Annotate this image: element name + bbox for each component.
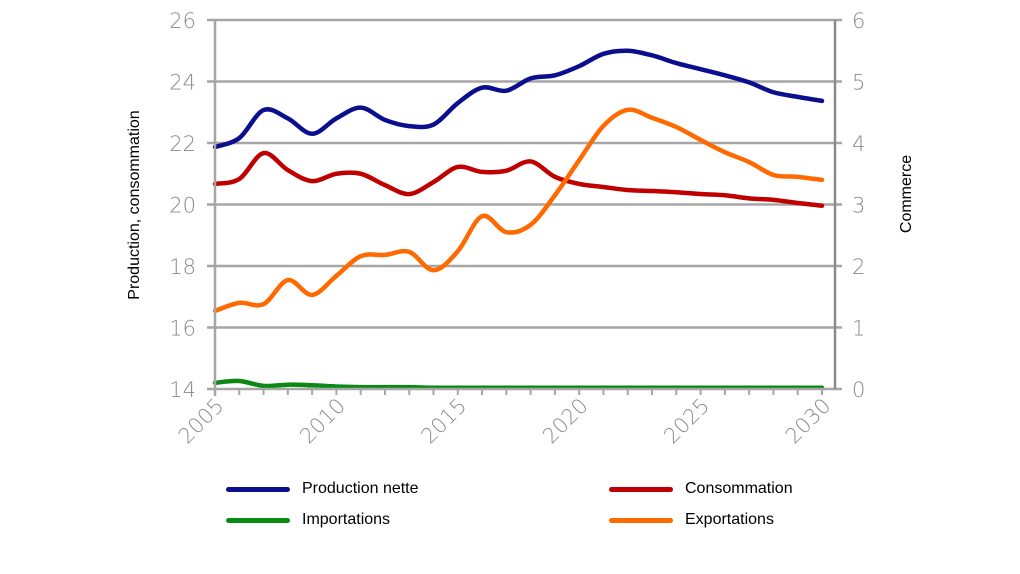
legend-label: Importations bbox=[302, 511, 391, 528]
y2-tick-label: 5 bbox=[852, 71, 865, 95]
y-tick-label: 20 bbox=[169, 194, 196, 218]
y-tick-label: 26 bbox=[169, 9, 196, 33]
series-line-consommation bbox=[212, 150, 825, 208]
y2-tick-label: 2 bbox=[852, 255, 865, 279]
x-tick-label: 2025 bbox=[659, 394, 714, 449]
legend-swatch bbox=[609, 517, 673, 523]
series-line-production-nette bbox=[212, 48, 825, 150]
legend-swatch bbox=[226, 517, 290, 523]
y-tick-label: 16 bbox=[169, 317, 196, 341]
y2-tick-label: 6 bbox=[852, 9, 865, 33]
y-axis-title-left: Production, consommation bbox=[126, 110, 143, 299]
series-line-importations bbox=[212, 378, 825, 391]
x-tick-label: 2010 bbox=[295, 394, 350, 449]
legend-label: Consommation bbox=[685, 480, 793, 497]
legend-item-importations: Importations bbox=[226, 511, 390, 529]
y-tick-label: 14 bbox=[169, 378, 196, 402]
legend-item-exportations: Exportations bbox=[609, 511, 774, 529]
y2-tick-label: 3 bbox=[852, 194, 865, 218]
legend-item-production-nette: Production nette bbox=[226, 480, 419, 498]
legend-label: Production nette bbox=[302, 480, 419, 497]
x-tick-label: 2030 bbox=[781, 394, 836, 449]
y2-tick-label: 4 bbox=[852, 132, 865, 156]
y2-tick-label: 1 bbox=[852, 317, 865, 341]
y-axis-title-right: Commerce bbox=[898, 155, 915, 233]
y-tick-label: 24 bbox=[169, 71, 196, 95]
y-tick-label: 18 bbox=[169, 255, 196, 279]
legend-swatch bbox=[609, 486, 673, 492]
y-tick-label: 22 bbox=[169, 132, 196, 156]
legend-item-consommation: Consommation bbox=[609, 480, 793, 498]
y2-tick-label: 0 bbox=[852, 378, 865, 402]
legend-swatch bbox=[226, 486, 290, 492]
x-tick-label: 2020 bbox=[538, 394, 593, 449]
series-line-exportations bbox=[212, 107, 825, 314]
x-tick-label: 2015 bbox=[417, 394, 472, 449]
legend-label: Exportations bbox=[685, 511, 774, 528]
